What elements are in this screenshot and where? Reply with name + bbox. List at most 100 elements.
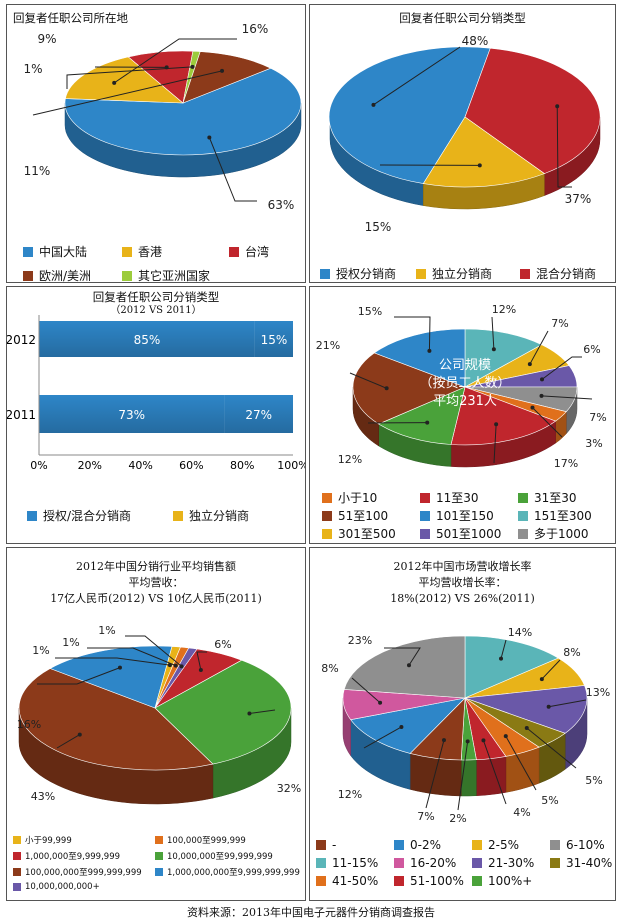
leader-line-1-000-000-9-999-999 (196, 651, 207, 671)
legend-item-11-15: 11-15% (316, 856, 378, 870)
legend-item-item: 其它亚洲国家 (122, 267, 210, 282)
pie-chart-growth: 14% 8% 13% 5% 5% 4% 2% 7% 12% 8% 23% (321, 626, 610, 825)
leader-dot-item (477, 163, 482, 168)
legend-item-item: 中国大陆 (23, 243, 87, 260)
category-label-2011: 2011 (7, 408, 36, 422)
data-label-11-30: 17% (554, 457, 578, 470)
legend-swatch (322, 492, 332, 503)
pie-slice-item (464, 47, 601, 174)
leader-line-item (32, 70, 223, 116)
leader-dot-1-000-000-000-9-999-999-999 (117, 665, 122, 670)
x-tick-label: 40% (128, 459, 152, 472)
leader-line-100-000-999-999 (87, 647, 176, 667)
pie-slice-item (422, 116, 546, 188)
legend-label: 6-10% (566, 838, 605, 852)
data-label-99-999: 1% (32, 644, 49, 657)
leader-dot-10-000-000-99-999-999 (247, 711, 252, 716)
legend-item-100-000-999-999: 100,000至999,999 (155, 834, 246, 846)
legend-swatch (155, 836, 163, 844)
legend-item-item: 授权分销商 (320, 265, 396, 282)
data-label-100: 2% (449, 812, 466, 825)
legend-swatch (23, 246, 33, 257)
data-label-10-000-000-000: 1% (98, 624, 115, 637)
pie-slice-item (64, 67, 302, 156)
legend-swatch (520, 268, 530, 279)
legend-label: 41-50% (332, 874, 379, 888)
legend-swatch (23, 270, 33, 281)
legend-label: 100,000至999,999 (167, 836, 246, 846)
leader-dot-151-300 (491, 347, 496, 352)
legend-item-16-20: 16-20% (394, 856, 456, 870)
legend-swatch (13, 868, 21, 876)
legend-label: 1,000,000至9,999,999 (25, 852, 121, 862)
legend-item-1-000-000-9-999-999: 1,000,000至9,999,999 (13, 850, 120, 862)
leader-line-11-15 (500, 639, 507, 659)
legend-label: 301至500 (338, 527, 396, 541)
legend-label: 授权/混合分销商 (43, 509, 132, 523)
pie-slice-item (182, 51, 272, 104)
data-label-1000: 7% (589, 411, 606, 424)
leader-line-item (113, 38, 237, 84)
legend-swatch (550, 858, 560, 868)
leader-line-99-999 (55, 657, 170, 666)
data-label-item: 7% (417, 810, 434, 823)
data-label-31-30: 12% (338, 453, 362, 466)
leader-dot-10-000-000-000 (179, 664, 184, 669)
legend-swatch (229, 246, 239, 257)
chart-title: 回复者任职公司分销类型 (92, 290, 220, 304)
data-label-51-100: 4% (513, 806, 530, 819)
pie-slice-item (328, 46, 491, 184)
chart-title: 2012年中国市场营收增长率 (393, 560, 532, 573)
leader-line-2-5 (541, 659, 561, 680)
pie-slice-11-15 (464, 635, 559, 699)
legend-swatch (13, 883, 21, 891)
x-tick-label: 100% (277, 459, 306, 472)
chart-panel-growth: 2012年中国市场营收增长率 平均营收增长率： 18%(2012) VS 26%… (309, 547, 616, 901)
legend-swatch (518, 510, 528, 521)
leader-line-301-500 (529, 330, 549, 365)
data-label-1-000-000-9-999-999: 6% (214, 638, 231, 651)
source-footer: 资料来源：2013年中国电子元器件分销商调查报告 (187, 906, 435, 919)
legend-label: 欧洲/美洲 (39, 269, 92, 283)
legend-swatch (550, 840, 560, 850)
data-label-item: 1% (23, 62, 42, 76)
pie-slice-101-150 (373, 328, 466, 388)
legend-label: 中国大陆 (39, 245, 88, 259)
pie-side-100 (460, 759, 477, 797)
leader-dot-11-30 (494, 422, 499, 427)
legend-item-0-2: 0-2% (394, 838, 441, 852)
legend-label: 100,000,000至999,999,999 (25, 868, 142, 878)
pie-chart-location: 63% 16% 9% 1% 11% (23, 22, 302, 212)
data-label-21-30: 13% (586, 686, 610, 699)
data-label-16-20: 8% (321, 662, 338, 675)
pie-labels: 6% 32% 43% 16% 1% 1% 1% (17, 624, 301, 803)
legend-label: 1,000,000,000至9,999,999,999 (167, 868, 300, 878)
leader-dot-2-5 (539, 677, 544, 682)
leader-dot-100-000-000-999-999-999 (77, 732, 82, 737)
legend-item-6-10: 6-10% (550, 838, 605, 852)
pie-slice-21-30 (464, 685, 588, 734)
legend-label: 10,000,000,000+ (25, 882, 100, 892)
legend-item-51-100: 51至100 (322, 507, 388, 524)
leader-dot-item (555, 104, 560, 109)
leader-dot-100 (465, 739, 470, 744)
bar-2012-item (254, 321, 293, 357)
data-label-0-2: 12% (338, 788, 362, 801)
legend-label: 501至1000 (436, 527, 502, 541)
leader-dot-301-500 (527, 362, 532, 367)
legend-item-100-000-000-999-999-999: 100,000,000至999,999,999 (13, 866, 142, 878)
legend-label: 授权分销商 (336, 267, 397, 281)
legend-swatch (394, 876, 404, 886)
leader-line-6-10 (384, 647, 421, 666)
legend-label: 香港 (138, 245, 163, 259)
legend-swatch (173, 510, 183, 521)
data-label-151-300: 12% (492, 303, 516, 316)
center-label-line: 平均231人 (433, 394, 497, 409)
x-tick-label: 60% (179, 459, 203, 472)
data-label-41-50: 5% (541, 794, 558, 807)
legend-label: 小于10 (338, 491, 378, 505)
leader-dot-51-100 (481, 738, 486, 743)
pie-sides (352, 386, 578, 468)
legend-swatch (27, 510, 37, 521)
legend-swatch (394, 858, 404, 868)
